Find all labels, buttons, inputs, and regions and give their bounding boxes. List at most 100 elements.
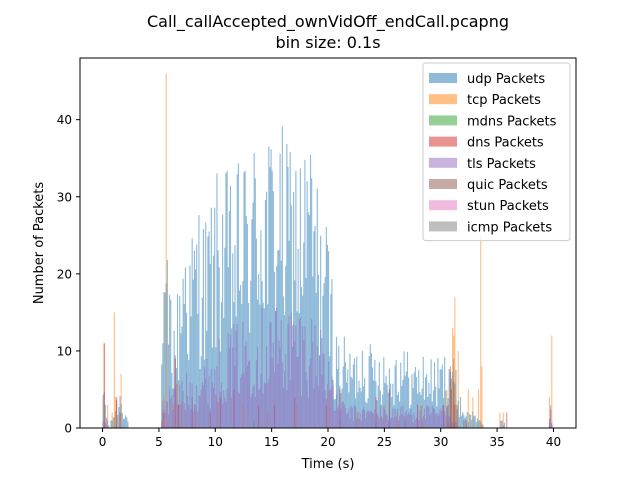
bar <box>353 358 356 428</box>
bar <box>176 294 179 428</box>
bar <box>361 409 363 428</box>
bar <box>296 357 298 428</box>
bar <box>210 207 212 428</box>
bar <box>454 404 456 429</box>
bar <box>340 408 342 428</box>
bar <box>170 398 172 428</box>
bar <box>335 336 338 428</box>
bar <box>280 320 282 428</box>
bar <box>165 401 167 428</box>
bar <box>198 395 200 428</box>
bar <box>499 412 501 428</box>
bar <box>104 421 106 428</box>
bar <box>183 304 185 428</box>
bar <box>364 410 366 428</box>
bar <box>185 372 188 428</box>
bar <box>433 362 436 428</box>
bar <box>432 407 434 428</box>
bar <box>481 366 483 428</box>
bar <box>235 330 237 428</box>
bar <box>506 412 508 428</box>
bar <box>263 382 265 428</box>
bar <box>307 212 309 428</box>
bar <box>102 420 104 428</box>
bar <box>211 382 214 428</box>
legend-label: stun Packets <box>467 199 549 214</box>
bar <box>244 345 246 428</box>
bar <box>550 405 552 428</box>
bar <box>252 387 254 428</box>
bar <box>404 413 406 428</box>
bar <box>448 416 450 428</box>
bar <box>251 393 253 428</box>
bar <box>226 170 228 429</box>
bar <box>161 421 163 428</box>
bar <box>440 411 442 428</box>
bar <box>208 231 210 428</box>
bar <box>219 351 221 428</box>
bar <box>387 392 389 428</box>
bar <box>337 407 339 428</box>
legend-swatch <box>429 136 457 147</box>
bar <box>266 346 268 428</box>
bar <box>121 412 123 428</box>
bar <box>421 404 423 429</box>
bar <box>314 325 316 428</box>
bar <box>455 369 457 428</box>
bar <box>358 380 360 428</box>
x-axis-label: Time (s) <box>301 457 355 472</box>
bar <box>180 403 182 428</box>
bar <box>210 369 212 428</box>
bar <box>103 343 105 428</box>
bar <box>324 276 326 428</box>
bar <box>277 363 279 428</box>
bar <box>435 386 437 428</box>
bar <box>122 418 124 428</box>
bar <box>382 418 384 428</box>
bar <box>207 403 209 428</box>
bar <box>415 417 418 428</box>
bar <box>305 372 307 428</box>
bar <box>255 238 257 428</box>
bar <box>237 392 239 428</box>
bar <box>439 369 441 428</box>
bar <box>339 389 341 428</box>
bar <box>206 358 208 428</box>
bar <box>267 383 269 428</box>
bar <box>189 265 191 428</box>
bar <box>200 389 202 428</box>
bar <box>118 407 120 428</box>
bar <box>321 375 323 428</box>
bar <box>341 402 343 428</box>
bar <box>196 384 198 428</box>
bar <box>220 302 223 428</box>
bar <box>385 413 387 428</box>
bar <box>198 215 200 428</box>
bar <box>396 409 398 428</box>
bar <box>119 396 121 428</box>
bar <box>308 365 310 428</box>
bar <box>278 340 280 428</box>
bar <box>297 248 299 428</box>
bar <box>162 400 164 428</box>
bar <box>193 404 195 428</box>
bar <box>441 405 443 428</box>
x-tick-label: 40 <box>546 435 561 449</box>
bar <box>238 290 241 428</box>
bar <box>228 348 230 428</box>
bar <box>424 377 427 428</box>
bar <box>385 375 387 428</box>
bar <box>228 210 230 428</box>
bar <box>279 153 281 428</box>
bar <box>229 186 232 428</box>
bar <box>246 365 248 428</box>
bar <box>289 380 291 428</box>
series-tls <box>102 307 553 428</box>
y-axis-label: Number of Packets <box>32 182 47 305</box>
bar <box>371 412 374 428</box>
bar <box>422 416 424 428</box>
legend-label: icmp Packets <box>467 220 552 235</box>
bar <box>316 188 318 428</box>
bar <box>250 397 252 428</box>
bar <box>311 319 313 428</box>
